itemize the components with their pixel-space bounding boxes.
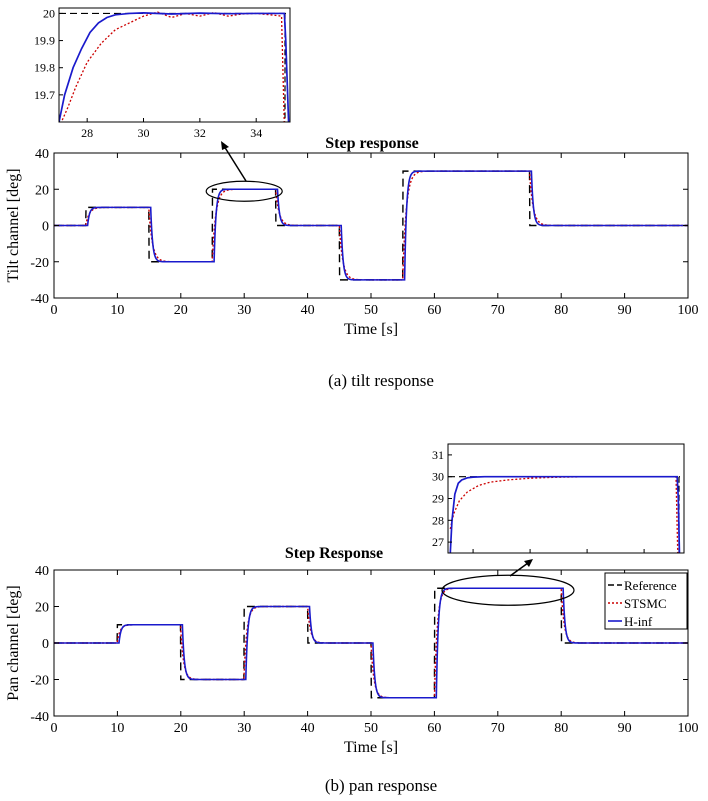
legend: Reference STSMC H-inf — [604, 572, 688, 630]
y-tick-label: -20 — [30, 674, 49, 689]
inset-plot: 19.7 19.8 19.9 20 28 30 32 34 — [34, 6, 291, 140]
inset-y-tick-label: 29 — [432, 492, 444, 506]
y-tick-label: -40 — [30, 710, 49, 725]
zoom-arrow — [509, 562, 529, 577]
inset-y-tick-label: 30 — [432, 470, 444, 484]
y-tick-label: -40 — [30, 292, 49, 307]
x-tick-label: 60 — [427, 721, 441, 736]
inset-x-tick-label: 28 — [81, 126, 93, 140]
y-tick-label: 20 — [35, 601, 49, 616]
inset-y-tick-label: 19.9 — [34, 34, 55, 48]
x-tick-label: 50 — [364, 303, 378, 318]
legend-label-hinf: H-inf — [624, 614, 653, 629]
x-tick-label: 10 — [110, 303, 124, 318]
x-tick-label: 100 — [678, 303, 699, 318]
x-tick-label: 0 — [51, 721, 58, 736]
x-tick-label: 70 — [491, 303, 505, 318]
x-tick-label: 40 — [301, 303, 315, 318]
y-tick-label: -20 — [30, 256, 49, 271]
y-tick-label: 0 — [42, 220, 49, 235]
inset-y-tick-label: 20 — [43, 6, 55, 20]
x-tick-label: 40 — [301, 721, 315, 736]
inset-y-tick-label: 27 — [432, 535, 444, 549]
x-tick-label: 70 — [491, 721, 505, 736]
x-tick-label: 80 — [554, 721, 568, 736]
x-tick-label: 90 — [618, 303, 632, 318]
chart-title: Step Response — [285, 545, 383, 562]
inset-stsmc-line — [449, 476, 679, 553]
x-tick-label: 30 — [237, 721, 251, 736]
zoom-arrow — [223, 145, 247, 182]
x-tick-label: 20 — [174, 721, 188, 736]
inset-y-tick-label: 19.7 — [34, 88, 55, 102]
zoom-arrowhead — [221, 141, 229, 150]
x-tick-label: 80 — [554, 303, 568, 318]
y-tick-label: 40 — [35, 564, 49, 579]
y-tick-label: 40 — [35, 147, 49, 162]
chart-pan: 0 10 20 30 40 50 60 70 80 90 100 -40 -20 0 20 40 Step Re… — [5, 443, 699, 795]
x-tick-label: 50 — [364, 721, 378, 736]
y-tick-label: 20 — [35, 183, 49, 198]
inset-background — [59, 8, 290, 122]
x-tick-label: 0 — [51, 303, 58, 318]
x-axis-label: Time [s] — [344, 739, 398, 756]
legend-label-reference: Reference — [624, 578, 677, 593]
inset-frame — [58, 7, 291, 123]
inset-background — [448, 444, 684, 553]
inset-x-tick-label: 32 — [194, 126, 206, 140]
x-tick-label: 10 — [110, 721, 124, 736]
x-tick-label: 100 — [678, 721, 699, 736]
inset-y-tick-label: 28 — [432, 513, 444, 527]
x-tick-label: 90 — [618, 721, 632, 736]
y-tick-label: 0 — [42, 637, 49, 652]
legend-box — [604, 572, 688, 630]
x-tick-label: 20 — [174, 303, 188, 318]
x-axis-label: Time [s] — [344, 321, 398, 338]
x-tick-label: 30 — [237, 303, 251, 318]
chart-tilt: 0 10 20 30 40 50 60 70 80 90 100 -40 -20 0 20 40 Step re… — [5, 6, 699, 390]
inset-y-tick-label: 19.8 — [34, 61, 55, 75]
zoom-arrowhead — [524, 559, 533, 567]
zoom-ellipse — [205, 180, 283, 202]
zoom-ellipse — [441, 574, 575, 606]
inset-plot: 27 28 29 30 31 — [432, 443, 685, 554]
figure-caption: (a) tilt response — [328, 371, 434, 390]
inset-x-tick-label: 30 — [138, 126, 150, 140]
series-hinf-line — [54, 170, 688, 281]
figure-caption: (b) pan response — [325, 776, 437, 795]
inset-hinf-line — [59, 12, 290, 122]
inset-x-tick-label: 34 — [250, 126, 262, 140]
y-axis-label: Tilt channel [deg] — [5, 168, 22, 282]
chart-title: Step response — [325, 135, 419, 152]
inset-y-tick-label: 31 — [432, 448, 444, 462]
inset-hinf-line — [449, 475, 681, 553]
series-hinf-line — [54, 587, 688, 699]
legend-label-stsmc: STSMC — [624, 596, 667, 611]
y-axis-label: Pan channel [deg] — [5, 585, 22, 701]
x-tick-label: 60 — [427, 303, 441, 318]
